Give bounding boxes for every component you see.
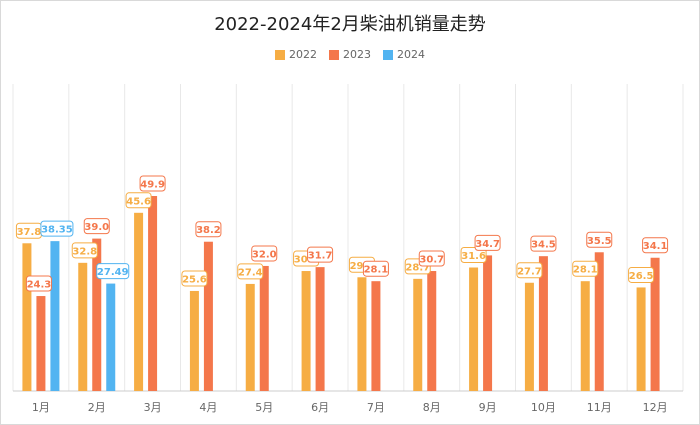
bar-2022-11 [580,281,590,391]
data-label-box [516,262,543,279]
chart-title: 2022-2024年2月柴油机销量走势 [214,14,486,35]
data-label-2022-9: 31.6 [461,251,486,262]
legend-label-2024: 2024 [397,48,425,61]
data-label-2023-2: 39.0 [84,222,109,233]
data-label-box [71,242,98,259]
data-label-box [474,234,501,251]
bar-2022-9 [469,267,479,391]
data-label-box [642,237,669,254]
bar-2022-7 [357,277,367,391]
data-label-box [418,250,445,267]
bar-2022-2 [78,262,88,391]
bar-2022-8 [413,278,423,391]
data-label-box [251,245,278,262]
data-label-2022-12: 26.5 [629,271,654,282]
data-label-2023-11: 35.5 [587,236,612,247]
legend-label-2022: 2022 [289,48,317,61]
bar-2022-1 [22,243,32,391]
data-label-box [195,221,222,238]
data-label-box [530,235,557,252]
x-tick-label: 10月 [531,401,556,414]
data-label-2023-4: 38.2 [196,225,221,236]
data-label-2023-12: 34.1 [643,241,668,252]
bar-2023-1 [36,296,46,391]
x-tick-label: 11月 [587,401,612,414]
data-label-2023-9: 34.7 [475,239,500,250]
chart-legend: 2022 2023 2024 [0,48,700,61]
data-label-box [362,260,389,277]
bar-2023-8 [427,271,437,391]
x-tick-label: 9月 [479,401,497,414]
data-label-2023-8: 30.7 [419,255,444,266]
data-label-box [96,263,130,280]
data-label-2022-4: 25.6 [182,274,207,285]
bar-2023-12 [650,257,660,391]
data-label-2023-6: 31.7 [308,251,333,262]
data-label-box [586,231,613,248]
bar-2022-5 [245,283,255,391]
data-label-2022-10: 27.7 [517,266,542,277]
bar-2022-4 [189,290,199,391]
legend-swatch-2024 [383,49,393,60]
legend-item-2023: 2023 [329,48,371,61]
bar-2023-11 [594,252,604,391]
bar-2023-9 [483,255,493,391]
bar-2023-4 [203,241,213,391]
bar-2024-2 [106,283,116,391]
data-label-2022-6: 30.7 [294,255,319,266]
x-tick-label: 6月 [311,401,329,414]
legend-swatch-2022 [275,49,285,60]
bar-2022-10 [524,282,534,391]
bar-2023-7 [371,281,381,391]
data-label-box [572,260,599,277]
data-label-2023-10: 34.5 [531,240,556,251]
legend-item-2022: 2022 [275,48,317,61]
data-label-box [181,270,208,287]
data-label-2024-2: 27.49 [97,267,129,278]
data-label-box [237,263,264,280]
data-label-2023-1: 24.3 [27,280,52,291]
bar-2022-12 [636,287,646,391]
data-label-box [40,220,74,237]
x-tick-label: 3月 [144,401,162,414]
data-label-box [460,247,487,264]
legend-item-2024: 2024 [383,48,425,61]
bar-2023-6 [315,267,325,391]
data-label-box [125,192,152,209]
data-label-2023-5: 32.0 [252,249,277,260]
data-label-box [25,275,52,292]
bar-2022-3 [134,212,144,391]
data-label-2022-7: 29.1 [350,261,375,272]
data-label-2022-11: 28.1 [573,265,598,276]
data-label-2022-1: 37.8 [17,227,42,238]
data-label-2023-3: 49.9 [140,180,165,191]
x-tick-label: 5月 [255,401,273,414]
data-label-2022-2: 32.8 [72,246,97,257]
data-label-2022-3: 45.6 [126,196,151,207]
bar-2023-5 [259,265,269,391]
bar-2024-1 [50,241,60,391]
x-tick-label: 8月 [423,401,441,414]
data-label-2023-7: 28.1 [364,265,389,276]
legend-label-2023: 2023 [343,48,371,61]
x-tick-label: 7月 [367,401,385,414]
legend-swatch-2023 [329,49,339,60]
x-tick-label: 2月 [88,401,106,414]
data-label-2022-5: 27.4 [238,267,263,278]
x-tick-label: 12月 [643,401,668,414]
data-label-box [307,246,334,263]
bar-2023-2 [92,238,102,391]
bar-2023-10 [538,256,548,391]
x-tick-label: 4月 [199,401,217,414]
data-label-box [628,266,655,283]
x-tick-label: 1月 [32,401,50,414]
bar-2023-3 [148,196,158,391]
data-label-box [83,218,110,235]
data-label-2024-1: 38.35 [41,225,73,236]
data-label-2022-8: 28.7 [405,262,430,273]
data-label-box [139,175,166,192]
bar-2022-6 [301,271,311,391]
